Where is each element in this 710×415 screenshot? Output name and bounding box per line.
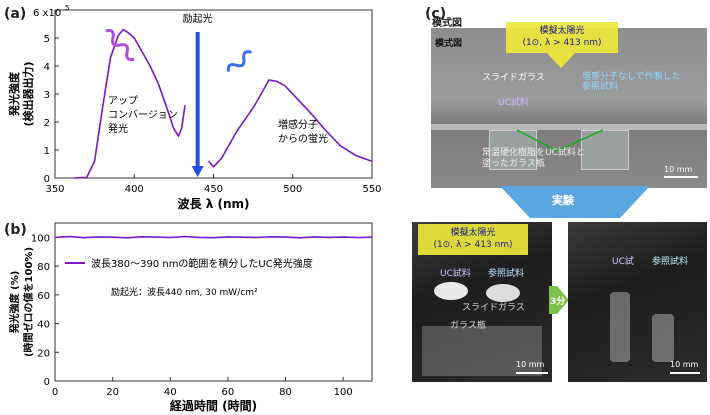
ref-vial-shape	[652, 314, 674, 362]
schematic-heading: 模式図	[432, 18, 462, 29]
time-arrow	[549, 286, 569, 314]
experiment-label: 実験	[552, 194, 574, 207]
schematic-title: 模式図	[435, 39, 463, 49]
upconversion-photon-icon	[105, 29, 135, 61]
pointer-lines	[516, 129, 604, 152]
y-tick-label-a: 4	[44, 62, 50, 73]
y-axis-label-b: (時間ゼロの値を100%)	[22, 247, 35, 357]
series-line-a-1	[208, 79, 373, 168]
y-tick-label-a: 5	[44, 34, 50, 45]
x-tick-label-b: 100	[334, 387, 353, 398]
photo-slide-label: スライドガラス	[462, 303, 525, 313]
sun-photo-line2: (1⊙, λ > 413 nm)	[433, 240, 513, 250]
uc-vial-shape	[610, 292, 630, 362]
experiment-arrow	[500, 186, 650, 218]
photo-uc-label: UC試料	[440, 269, 471, 279]
x-tick-label-a: 400	[125, 184, 144, 195]
upconversion-annotation: コンバージョン	[108, 109, 178, 121]
scale-label-2: 10 mm	[516, 360, 545, 369]
upconversion-annotation: アップ	[108, 95, 138, 107]
scale-label-1: 10 mm	[664, 165, 693, 174]
sun-banner-photo: 模擬太陽光 (1⊙, λ > 413 nm)	[418, 224, 528, 255]
series-line-a-0	[73, 28, 186, 179]
excitation-photon-icon	[226, 50, 252, 72]
excitation-arrow-head	[191, 166, 204, 177]
y-tick-label-b: 60	[37, 291, 50, 302]
photo2-ref-label: 参照試料	[652, 257, 689, 267]
y-tick-label-b: 80	[37, 262, 50, 273]
ref-vial-top	[486, 284, 520, 302]
y-tick-label-a: 3	[44, 90, 50, 101]
stability-chart: 0 20 40 60 80 100 0 20 40 60 80 100 経過時間 (時間) 発光強度 (%…	[8, 222, 373, 413]
x-tick-label-b: 80	[279, 387, 292, 398]
panel-label-c: (c)	[425, 6, 447, 22]
x-tick-label-a: 500	[283, 184, 302, 195]
y-top-label-a: 6 x10	[33, 8, 61, 19]
y-axis-label-a: (検出器出力)	[21, 61, 35, 126]
legend-label-b: 波長380〜390 nmの範囲を積分したUC発光強度	[91, 257, 313, 270]
x-tick-label-a: 550	[362, 184, 381, 195]
condition-text-b: 励起光：波長440 nm, 30 mW/cm²	[111, 286, 258, 298]
photo-ref-label: 参照試料	[488, 269, 525, 279]
upconversion-annotation: 発光	[108, 122, 128, 135]
scale-label-3: 10 mm	[670, 360, 699, 369]
y-axis-label-a: 発光強度	[7, 71, 21, 117]
x-axis-label-a: 波長 λ (nm)	[178, 196, 250, 211]
bottle-note: 常温硬化樹脂をUC試料と 塗ったガラス瓶	[482, 148, 585, 170]
y-tick-label-b: 40	[37, 320, 50, 331]
uc-vial-top	[434, 282, 468, 300]
spectrum-chart: 350 400 450 500 550 0 1 2 3 4 5 6 x10 5 波長 λ (nm) 発光強度…	[7, 4, 382, 211]
x-tick-label-a: 350	[45, 184, 64, 195]
series-line-b	[54, 235, 373, 239]
photo-bottle-label: ガラス瓶	[450, 321, 486, 331]
slide-glass-label: スライドガラス	[482, 73, 545, 83]
y-tick-label-b: 0	[44, 377, 50, 388]
y-top-exp-a: 5	[65, 4, 69, 12]
sun-arrow	[546, 52, 576, 68]
x-tick-label-b: 20	[106, 387, 119, 398]
x-tick-label-b: 40	[164, 387, 177, 398]
photo2-uc-label: UC試	[612, 257, 634, 267]
tray-shape	[422, 326, 542, 376]
fluorescence-annotation: からの蛍光	[278, 132, 328, 145]
panel-label-a: (a)	[4, 6, 27, 22]
x-axis-label-b: 経過時間 (時間)	[170, 398, 257, 413]
x-tick-label-b: 60	[222, 387, 235, 398]
panel-label-b: (b)	[4, 222, 27, 238]
excitation-label: 励起光	[183, 12, 213, 25]
x-tick-label-b: 0	[52, 387, 58, 398]
reference-line1: 増感分子なしで作製した	[582, 72, 681, 82]
sun-line2: (1⊙, λ > 413 nm)	[522, 38, 602, 48]
reference-label: 増感分子なしで作製した 参照試料	[582, 72, 682, 92]
fluorescence-annotation: 増感分子	[278, 118, 318, 131]
x-tick-label-a: 450	[204, 184, 223, 195]
sun-banner: 模擬太陽光 (1⊙, λ > 413 nm)	[506, 22, 618, 53]
sun-photo-line1: 模擬太陽光	[450, 228, 496, 238]
schematic-photo: 模式図	[431, 28, 707, 188]
y-tick-label-a: 1	[44, 146, 50, 157]
scale-bar-2	[516, 372, 548, 374]
y-tick-label-a: 0	[44, 174, 50, 185]
sun-line1: 模擬太陽光	[539, 26, 585, 36]
experiment-photo-2	[568, 222, 707, 382]
slide-glass-shape	[431, 124, 707, 130]
y-tick-label-b: 20	[37, 348, 50, 359]
reference-line2: 参照試料	[582, 82, 619, 92]
uc-sample-label: UC試料	[498, 98, 529, 108]
y-axis-label-b: 発光強度 (%)	[8, 271, 21, 335]
bottle-note-line2: 塗ったガラス瓶	[482, 159, 545, 169]
y-tick-label-b: 100	[31, 233, 50, 244]
y-tick-label-a: 2	[44, 118, 50, 129]
time-label: 3分	[550, 297, 566, 307]
bottle-note-line1: 常温硬化樹脂をUC試料と	[482, 148, 585, 158]
scale-bar-3	[670, 372, 700, 374]
plot-frame-a	[54, 9, 373, 179]
plot-frame-b	[54, 222, 373, 382]
scale-bar-1	[664, 176, 698, 178]
